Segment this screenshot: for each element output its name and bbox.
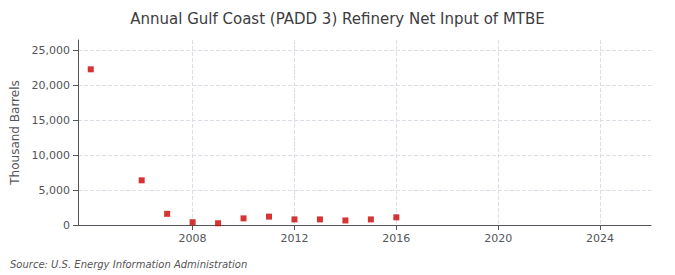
svg-text:Source: U.S. Energy Informatio: Source: U.S. Energy Information Administ… bbox=[10, 259, 247, 270]
svg-text:2024: 2024 bbox=[586, 232, 614, 245]
svg-text:2012: 2012 bbox=[280, 232, 308, 245]
svg-text:10,000: 10,000 bbox=[32, 149, 71, 162]
svg-text:15,000: 15,000 bbox=[32, 114, 71, 127]
svg-text:0: 0 bbox=[63, 219, 70, 232]
svg-text:25,000: 25,000 bbox=[32, 44, 71, 57]
svg-text:2008: 2008 bbox=[179, 232, 207, 245]
svg-text:Thousand Barrels: Thousand Barrels bbox=[8, 80, 22, 185]
svg-text:20,000: 20,000 bbox=[32, 79, 71, 92]
svg-text:Annual Gulf Coast (PADD 3) Ref: Annual Gulf Coast (PADD 3) Refinery Net … bbox=[130, 10, 545, 28]
svg-text:2020: 2020 bbox=[484, 232, 512, 245]
svg-text:5,000: 5,000 bbox=[39, 184, 71, 197]
svg-text:2016: 2016 bbox=[382, 232, 410, 245]
